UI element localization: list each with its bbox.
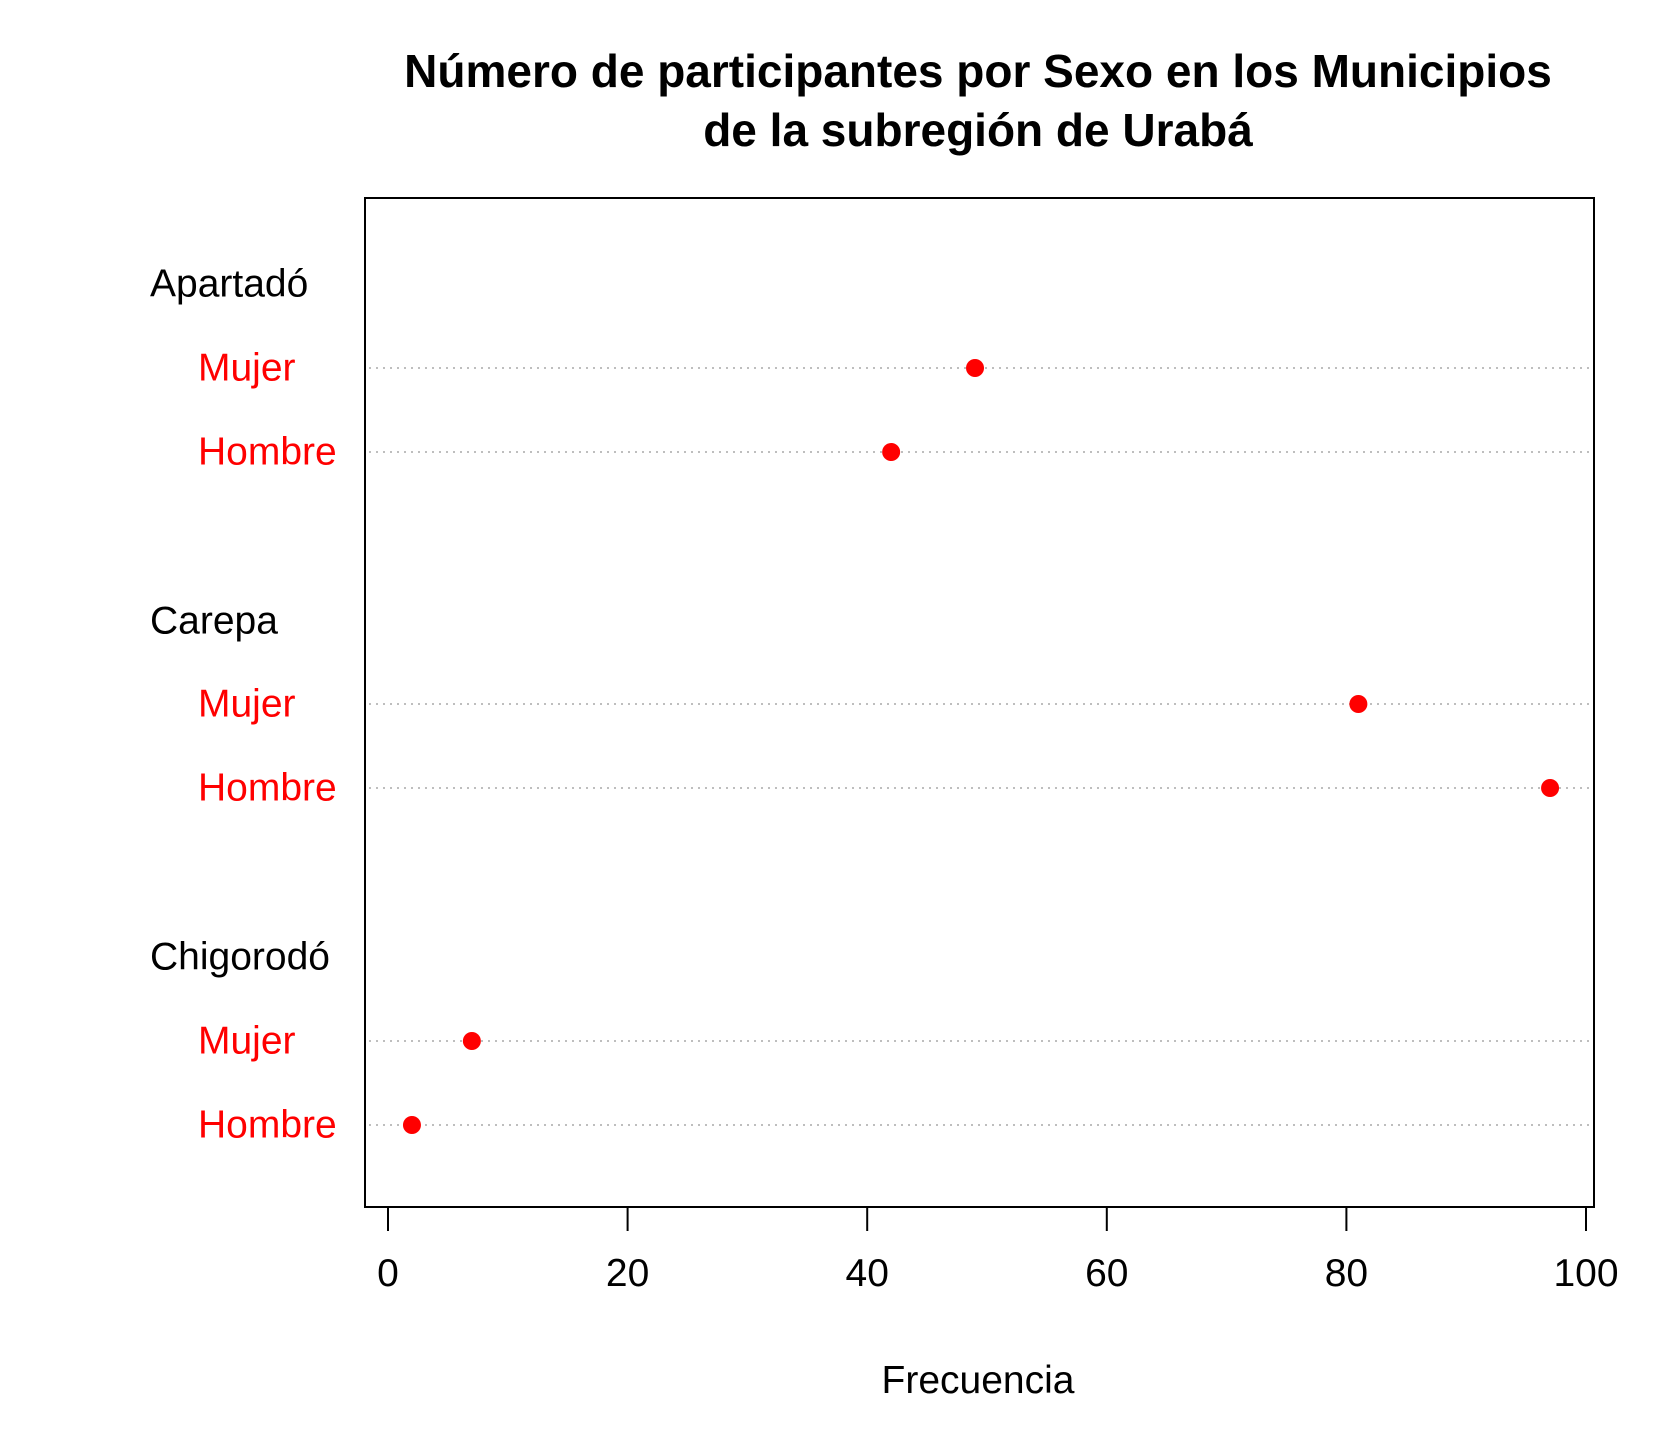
data-point: [966, 359, 985, 377]
x-tick-label: 80: [1325, 1252, 1368, 1295]
data-point: [462, 1032, 481, 1050]
label-layer: Apartadó Mujer Hombre Carepa Mujer Hombre Chig…: [150, 263, 337, 1147]
data-point: [1541, 779, 1560, 797]
chart-title-line2: de la subregión de Urabá: [703, 104, 1253, 156]
x-tick-label: 60: [1085, 1252, 1128, 1295]
chart-title: Número de participantes por Sexo en los …: [404, 45, 1552, 97]
x-axis-label: Frecuencia: [882, 1359, 1075, 1402]
group-label: Apartadó: [150, 263, 308, 306]
x-tick-label: 40: [846, 1252, 889, 1295]
category-label: Hombre: [198, 1104, 337, 1147]
category-label: Hombre: [198, 431, 337, 474]
data-point: [402, 1116, 421, 1134]
group-label: Carepa: [150, 600, 278, 643]
category-label: Mujer: [198, 347, 296, 390]
category-label: Hombre: [198, 767, 337, 810]
points-layer: [402, 359, 1560, 1134]
category-label: Mujer: [198, 1020, 296, 1063]
plot-frame: [364, 197, 1595, 1208]
x-axis: 0 20 40 60 80 100: [377, 1206, 1619, 1295]
data-point: [1349, 695, 1368, 713]
grid-layer: [369, 367, 1590, 1126]
data-point: [882, 443, 901, 461]
x-tick-label: 20: [606, 1252, 649, 1295]
category-label: Mujer: [198, 683, 296, 726]
group-label: Chigorodó: [150, 936, 330, 979]
x-tick-label: 0: [377, 1252, 399, 1295]
x-tick-label: 100: [1553, 1252, 1618, 1295]
